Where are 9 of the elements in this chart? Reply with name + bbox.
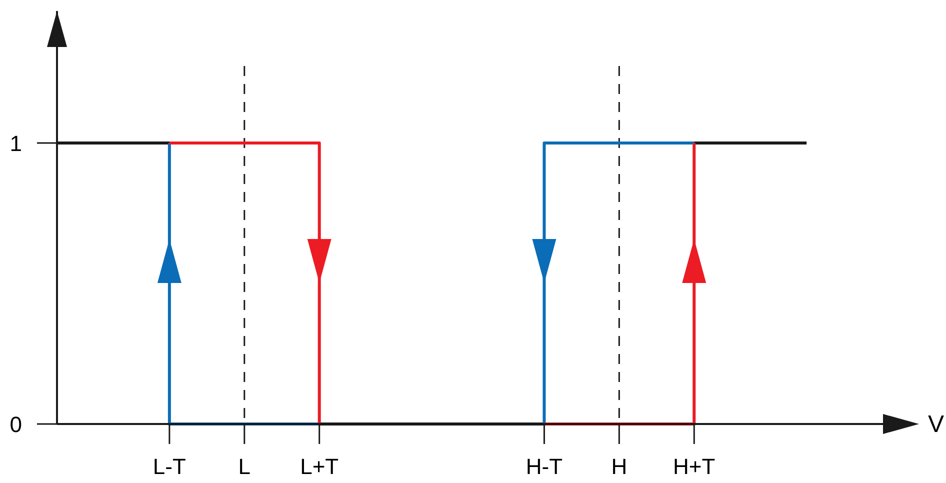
x-tick-label: H bbox=[611, 454, 628, 479]
x-tick-label: L+T bbox=[300, 454, 339, 479]
x-tick-label: H-T bbox=[526, 454, 563, 479]
y-tick-label: 1 bbox=[10, 131, 22, 156]
x-axis-title: V bbox=[928, 411, 944, 438]
x-tick-label: H+T bbox=[673, 454, 716, 479]
x-tick-label: L bbox=[238, 454, 251, 479]
y-tick-label: 0 bbox=[10, 412, 22, 437]
x-tick-label: L-T bbox=[152, 454, 186, 479]
